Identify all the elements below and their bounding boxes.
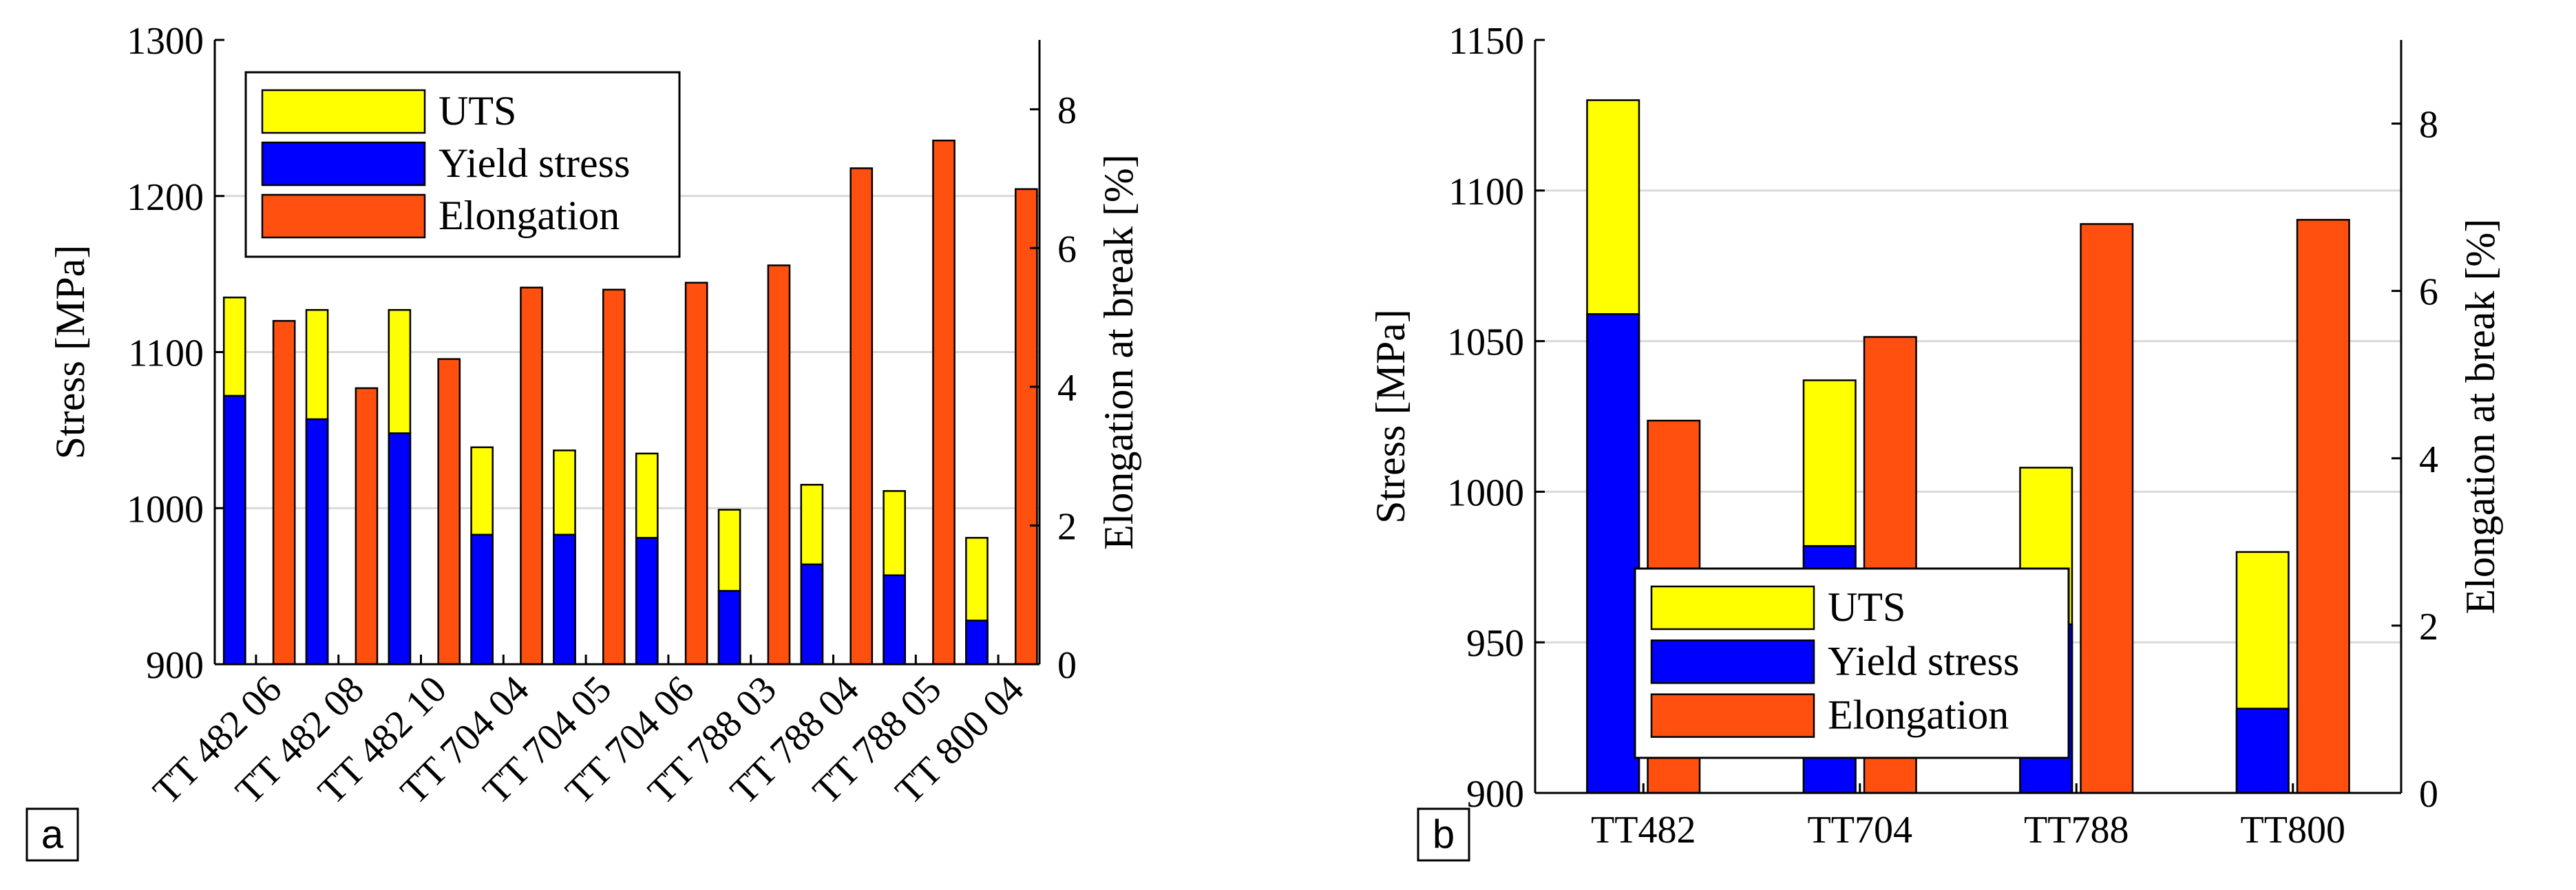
y-right-tick-label: 4 — [2419, 438, 2438, 481]
bar-yield-stress — [553, 533, 576, 666]
y-axis-title: Stress [MPa] — [47, 245, 93, 460]
y-tick-label: 1000 — [1447, 472, 1524, 514]
y-axis-title: Stress [MPa] — [1368, 309, 1413, 524]
y-tick-label: 900 — [1466, 773, 1524, 816]
bar-elongation — [1015, 188, 1038, 666]
legend-swatch — [1650, 639, 1815, 684]
y-tick-label: 1200 — [127, 176, 204, 219]
legend-label: Elongation — [1828, 692, 2009, 738]
bar-yield-stress — [305, 418, 329, 666]
bar-elongation — [437, 358, 461, 666]
legend: UTS Yield stress Elongation — [1634, 567, 2070, 759]
y-tick-label: 1300 — [127, 20, 204, 63]
bar-yield-stress — [717, 590, 741, 666]
panel-label-box — [25, 807, 79, 862]
y-right-tick-label: 6 — [2419, 271, 2438, 314]
y-right-tick-label: 6 — [1057, 228, 1077, 271]
bar-elongation — [602, 288, 626, 666]
bar-elongation — [2296, 219, 2350, 794]
bar-yield-stress — [800, 563, 824, 666]
bar-elongation — [932, 139, 956, 666]
y-right-tick-label: 4 — [1057, 367, 1077, 410]
y-tick-label: 900 — [146, 644, 204, 687]
bar-yield-stress — [470, 533, 494, 666]
y-right-tick-label: 0 — [2419, 773, 2438, 816]
panel-label-box — [1417, 807, 1470, 862]
legend-label: Yield stress — [439, 140, 630, 186]
bar-elongation — [520, 286, 543, 666]
bar-elongation — [272, 319, 296, 666]
legend-swatch — [1650, 585, 1815, 631]
bar-yield-stress — [388, 432, 412, 666]
y-right-tick-label: 2 — [2419, 606, 2438, 648]
legend-swatch — [261, 141, 426, 187]
legend-swatch — [1650, 693, 1815, 738]
bar-yield-stress — [1586, 312, 1640, 794]
legend-label: UTS — [1828, 584, 1905, 630]
legend-swatch — [261, 193, 426, 239]
y-tick-label: 1100 — [1448, 171, 1524, 213]
y-tick-label: 1050 — [1447, 321, 1524, 364]
legend: UTS Yield stress Elongation — [244, 71, 681, 258]
x-tick-label: TT788 — [2024, 809, 2129, 851]
bar-elongation — [767, 264, 791, 666]
y-right-tick-label: 0 — [1057, 644, 1077, 687]
legend-swatch — [261, 89, 426, 134]
y-axis-right-title: Elongation at break [%] — [1096, 154, 1141, 550]
y-tick-label: 950 — [1466, 622, 1524, 665]
y-tick-label: 1000 — [127, 488, 204, 531]
panel-label: a — [41, 812, 64, 857]
y-axis-right-title: Elongation at break [%] — [2458, 219, 2503, 615]
panel-label: b — [1433, 812, 1455, 857]
y-right-tick-label: 8 — [1057, 89, 1077, 132]
chart-panel-b: 900 950 1000 1050 1100 1150 0 2 4 6 8 TT482 TT704 TT7… — [1368, 20, 2503, 862]
x-tick-label: TT482 — [1591, 809, 1696, 851]
legend-label: Elongation — [439, 193, 620, 238]
bar-elongation — [2080, 223, 2134, 794]
bar-yield-stress — [2235, 708, 2290, 794]
y-right-tick-label: 2 — [1057, 505, 1077, 548]
bar-yield-stress — [222, 394, 246, 666]
legend-label: Yield stress — [1828, 638, 2019, 684]
bar-elongation — [355, 387, 379, 666]
bar-elongation — [849, 167, 874, 666]
bar-yield-stress — [883, 574, 906, 666]
bar-yield-stress — [635, 537, 659, 666]
y-right-tick-label: 8 — [2419, 104, 2438, 147]
bar-elongation — [684, 282, 708, 666]
y-tick-label: 1150 — [1448, 20, 1524, 63]
x-tick-label: TT704 — [1808, 809, 1912, 851]
bar-yield-stress — [965, 619, 989, 666]
y-tick-label: 1100 — [128, 332, 204, 375]
x-tick-label: TT800 — [2241, 809, 2345, 851]
legend-label: UTS — [439, 88, 516, 134]
